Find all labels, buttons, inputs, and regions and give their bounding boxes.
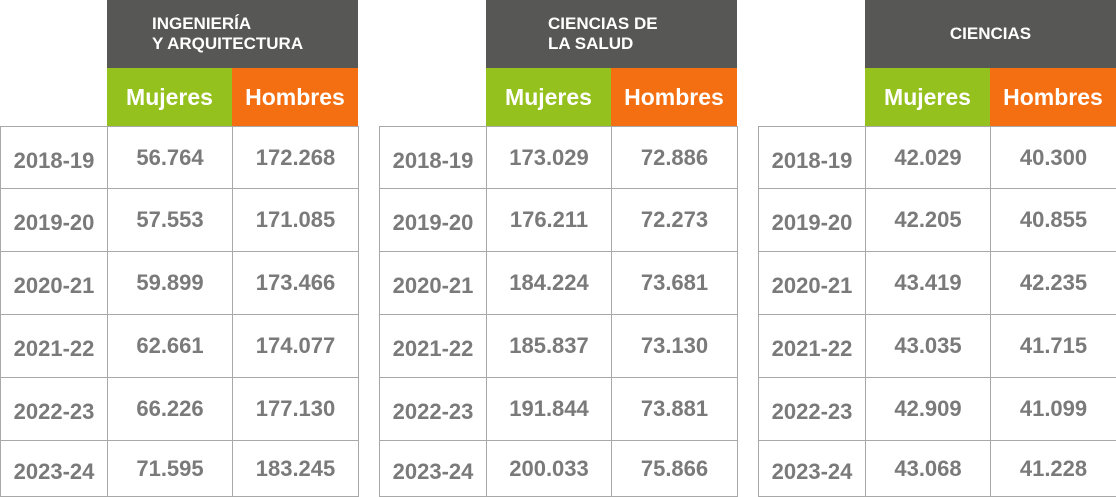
mujeres-value: 43.068 [866,441,991,497]
year-cell: 2023-24 [1,441,108,497]
hombres-value: 72.273 [612,189,738,252]
mujeres-header: Mujeres [865,68,990,126]
year-cell: 2019-20 [759,189,866,252]
year-cell: 2020-21 [380,252,487,315]
year-cell: 2018-19 [759,127,866,189]
hombres-header: Hombres [990,68,1116,126]
year-cell: 2022-23 [1,378,108,441]
mujeres-header: Mujeres [486,68,611,126]
mujeres-value: 62.661 [108,315,233,378]
year-cell: 2021-22 [380,315,487,378]
hombres-value: 174.077 [233,315,359,378]
hombres-value: 171.085 [233,189,359,252]
mujeres-value: 71.595 [108,441,233,497]
year-cell: 2023-24 [380,441,487,497]
mujeres-value: 56.764 [108,127,233,189]
hombres-value: 40.855 [991,189,1116,252]
mujeres-value: 59.899 [108,252,233,315]
mujeres-value: 184.224 [487,252,612,315]
hombres-value: 41.099 [991,378,1116,441]
hombres-value: 40.300 [991,127,1116,189]
year-cell: 2023-24 [759,441,866,497]
mujeres-header: Mujeres [107,68,232,126]
mujeres-value: 176.211 [487,189,612,252]
mujeres-value: 43.035 [866,315,991,378]
hombres-value: 41.715 [991,315,1116,378]
mujeres-value: 57.553 [108,189,233,252]
mujeres-value: 42.909 [866,378,991,441]
mujeres-value: 185.837 [487,315,612,378]
year-cell: 2019-20 [1,189,108,252]
year-cell: 2020-21 [1,252,108,315]
mujeres-value: 42.205 [866,189,991,252]
hombres-header: Hombres [611,68,737,126]
hombres-value: 72.886 [612,127,738,189]
hombres-value: 172.268 [233,127,359,189]
year-cell: 2019-20 [380,189,487,252]
mujeres-value: 191.844 [487,378,612,441]
hombres-value: 41.228 [991,441,1116,497]
year-cell: 2022-23 [380,378,487,441]
hombres-value: 173.466 [233,252,359,315]
mujeres-value: 42.029 [866,127,991,189]
mujeres-value: 43.419 [866,252,991,315]
hombres-header: Hombres [232,68,358,126]
year-cell: 2022-23 [759,378,866,441]
table-title: INGENIERÍA Y ARQUITECTURA [107,0,358,68]
table-title: CIENCIAS [865,0,1116,68]
mujeres-value: 66.226 [108,378,233,441]
hombres-value: 42.235 [991,252,1116,315]
year-cell: 2021-22 [759,315,866,378]
hombres-value: 73.881 [612,378,738,441]
year-cell: 2021-22 [1,315,108,378]
hombres-value: 183.245 [233,441,359,497]
mujeres-value: 200.033 [487,441,612,497]
year-cell: 2020-21 [759,252,866,315]
hombres-value: 73.130 [612,315,738,378]
year-cell: 2018-19 [380,127,487,189]
year-cell: 2018-19 [1,127,108,189]
table-title: CIENCIAS DE LA SALUD [486,0,737,68]
hombres-value: 73.681 [612,252,738,315]
hombres-value: 177.130 [233,378,359,441]
hombres-value: 75.866 [612,441,738,497]
mujeres-value: 173.029 [487,127,612,189]
